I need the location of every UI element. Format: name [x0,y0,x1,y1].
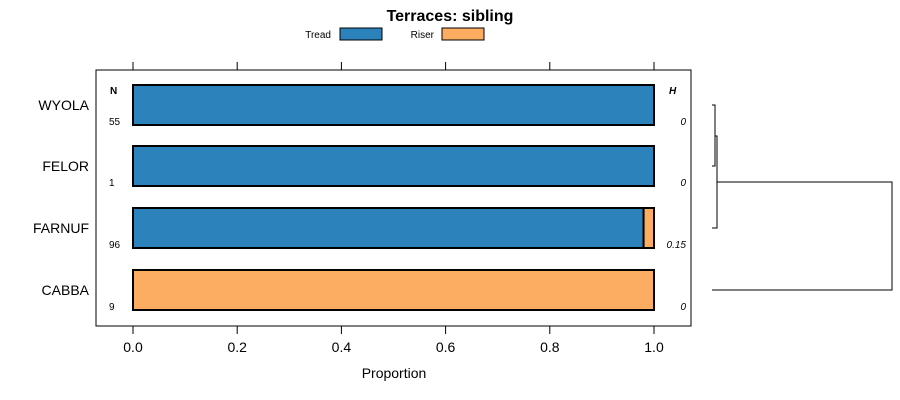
x-tick-label: 1.0 [644,339,664,355]
x-tick-label: 0.6 [436,339,456,355]
chart-title: Terraces: sibling [387,8,514,25]
h-value: 0 [680,302,686,313]
h-value: 0 [680,117,686,128]
legend-swatch-tread [339,27,383,41]
x-tick-labels: 0.0 0.2 0.4 0.6 0.8 1.0 [123,339,664,355]
category-label: FARNUF [33,220,89,236]
plot-frame [95,69,692,327]
x-axis-title: Proportion [362,365,427,381]
dendrogram [712,104,893,291]
dendrogram-branch [712,104,716,167]
x-tick-label: 0.0 [123,339,143,355]
x-tick-label: 0.4 [332,339,352,355]
bottom-ticks [132,326,655,334]
legend: Tread Riser [305,27,485,41]
n-values: 55 1 96 9 [109,117,121,313]
x-tick-label: 0.2 [227,339,247,355]
legend-swatch-riser [441,27,485,41]
h-values: 0 0 0.15 0 [667,117,687,313]
top-ticks [132,62,655,70]
x-tick-label: 0.8 [540,339,560,355]
dendrogram-branch [712,181,893,291]
bar-tread-felor [132,145,655,187]
bars [132,84,656,311]
n-value: 55 [109,117,121,128]
h-value: 0.15 [667,240,687,251]
legend-label-tread: Tread [305,30,331,41]
bar-riser-farnuf [642,207,656,249]
n-value: 9 [109,302,115,313]
legend-label-riser: Riser [411,30,435,41]
category-label: CABBA [42,282,90,298]
bar-tread-farnuf [132,207,645,249]
n-value: 1 [109,178,115,189]
n-header: N [110,86,117,97]
bar-riser-cabba [132,269,655,311]
bar-tread-wyola [132,84,655,126]
category-labels: WYOLA FELOR FARNUF CABBA [33,97,90,298]
h-header: H [669,86,677,97]
h-value: 0 [680,178,686,189]
n-value: 96 [109,240,121,251]
category-label: WYOLA [38,97,89,113]
category-label: FELOR [42,158,89,174]
